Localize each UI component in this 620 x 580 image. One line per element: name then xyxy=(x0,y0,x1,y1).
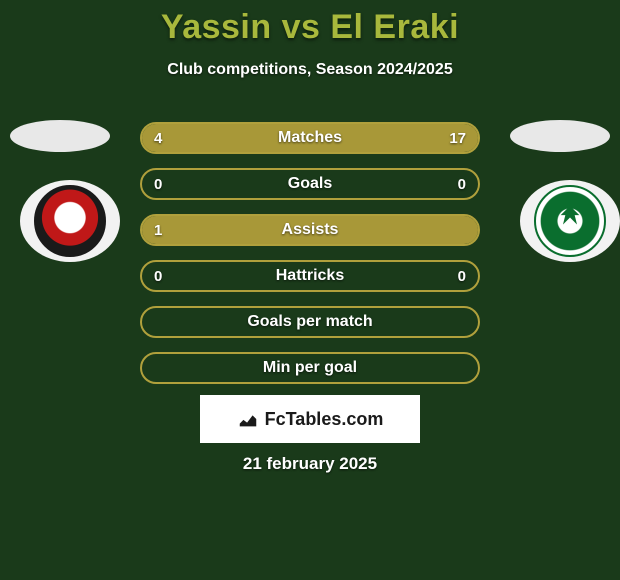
stat-value-right: 0 xyxy=(458,262,466,290)
stat-label: Goals xyxy=(142,170,478,198)
stat-label: Matches xyxy=(142,124,478,152)
stat-bar-hattricks: 0 Hattricks 0 xyxy=(140,260,480,292)
stat-value-right: 0 xyxy=(458,170,466,198)
player-photo-left xyxy=(10,120,110,152)
player-photo-right xyxy=(510,120,610,152)
stat-label: Goals per match xyxy=(142,308,478,336)
date-text: 21 february 2025 xyxy=(0,454,620,474)
stat-bar-goals: 0 Goals 0 xyxy=(140,168,480,200)
stat-value-right: 17 xyxy=(449,124,466,152)
subtitle: Club competitions, Season 2024/2025 xyxy=(0,61,620,79)
club-badge-right xyxy=(520,180,620,262)
eagle-icon xyxy=(556,204,584,239)
club-crest-left-icon xyxy=(34,185,106,257)
branding-link[interactable]: FcTables.com xyxy=(200,395,420,443)
stat-label: Assists xyxy=(142,216,478,244)
branding-text: FcTables.com xyxy=(265,409,384,430)
page-title: Yassin vs El Eraki xyxy=(0,0,620,47)
stat-bar-min-per-goal: Min per goal xyxy=(140,352,480,384)
club-badge-left xyxy=(20,180,120,262)
club-crest-right-icon xyxy=(534,185,606,257)
chart-icon xyxy=(237,408,259,430)
stat-label: Hattricks xyxy=(142,262,478,290)
stat-bar-assists: 1 Assists xyxy=(140,214,480,246)
stat-bar-matches: 4 Matches 17 xyxy=(140,122,480,154)
stats-container: 4 Matches 17 0 Goals 0 1 Assists 0 Hattr… xyxy=(140,122,480,398)
stat-bar-goals-per-match: Goals per match xyxy=(140,306,480,338)
stat-label: Min per goal xyxy=(142,354,478,382)
